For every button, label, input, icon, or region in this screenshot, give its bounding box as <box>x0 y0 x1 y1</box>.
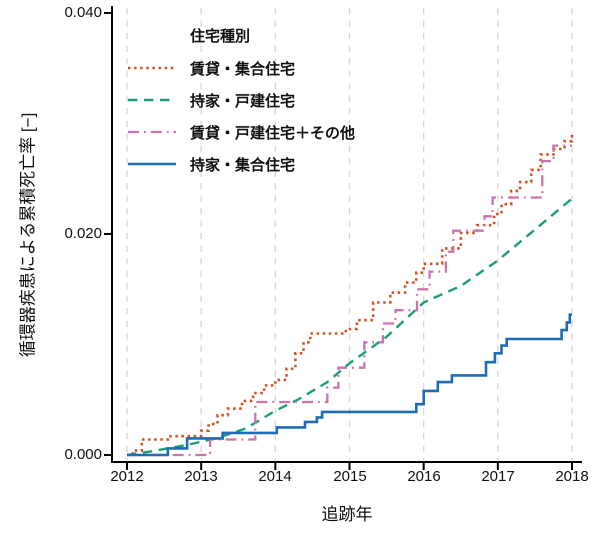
x-tick-label: 2013 <box>184 468 218 485</box>
legend-item: 賃貸・集合住宅 <box>128 52 355 84</box>
legend-line-sample-dashdot-icon <box>128 130 176 134</box>
x-tick-label: 2016 <box>407 468 441 485</box>
legend-item-label: 賃貸・戸建住宅＋その他 <box>190 124 356 142</box>
y-axis-label: 循環器疾患による累積死亡率 [−] <box>18 112 38 358</box>
legend-line-sample-dashed-icon <box>128 98 176 102</box>
legend-item: 持家・戸建住宅 <box>128 84 355 116</box>
legend-line-sample-dotted-icon <box>128 66 176 70</box>
legend-line-sample-solid-icon <box>128 162 176 166</box>
x-tick-label: 2012 <box>110 468 144 485</box>
legend: 住宅種別 賃貸・集合住宅 持家・戸建住宅 賃貸・戸建住宅＋その他 持家・集合住宅 <box>128 22 355 180</box>
x-tick-label: 2014 <box>258 468 292 485</box>
y-tick-label: 0.000 <box>64 446 102 463</box>
x-tick-label: 2017 <box>481 468 515 485</box>
legend-item-label: 持家・戸建住宅 <box>190 92 296 110</box>
legend-item-label: 持家・集合住宅 <box>190 156 296 174</box>
x-axis-label: 追跡年 <box>321 505 373 524</box>
legend-title: 住宅種別 <box>190 28 251 45</box>
y-tick-label: 0.020 <box>64 225 102 242</box>
x-tick-label: 2015 <box>333 468 367 485</box>
x-tick-label: 2018 <box>555 468 589 485</box>
y-tick-label: 0.040 <box>64 4 102 21</box>
legend-item-label: 賃貸・集合住宅 <box>190 60 296 78</box>
legend-item: 持家・集合住宅 <box>128 148 355 180</box>
legend-item: 賃貸・戸建住宅＋その他 <box>128 116 355 148</box>
